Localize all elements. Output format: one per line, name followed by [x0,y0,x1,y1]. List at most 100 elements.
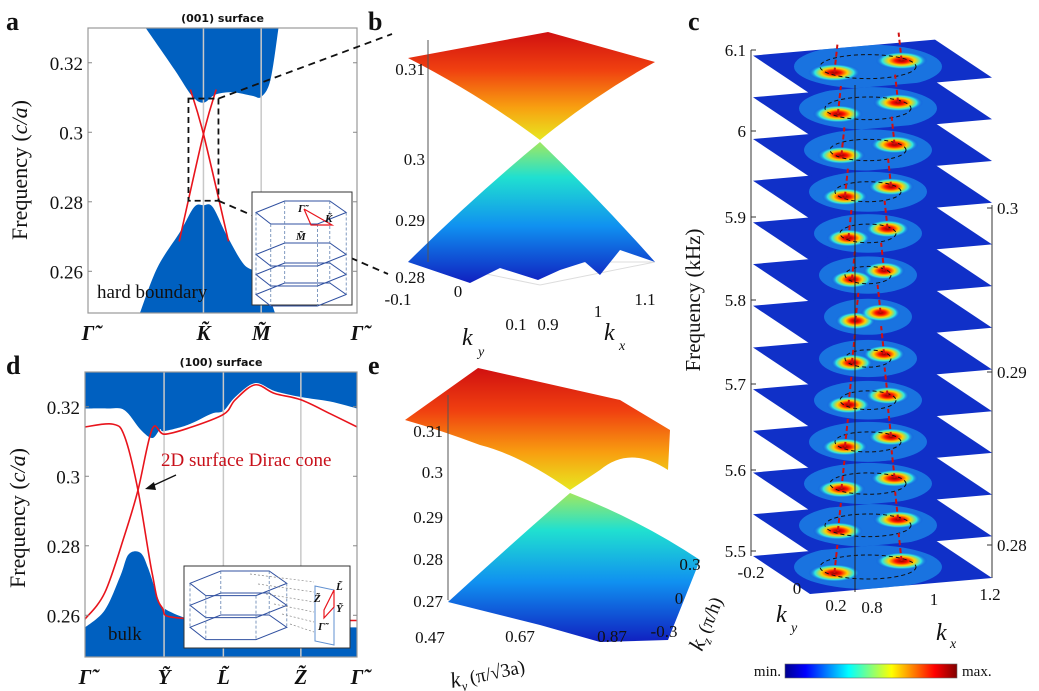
cone-trace [894,491,900,520]
field-map [799,503,937,547]
panel-a: 0.26 0.28 0.3 0.32 Γ̃ K̃ M̃ Γ̃ (001) surface Freq… [7,12,393,345]
y-tick-label: 0.26 [50,262,83,283]
dirac-cone-contour [839,390,897,411]
x-tick-label: K̃ [195,321,212,345]
frequency-slice [753,200,992,261]
cone-trace [847,376,853,405]
dirac-cone-contour [834,181,902,203]
dirac-cone-contour [844,349,892,368]
colorbar [784,663,958,679]
dirac-cone-contour [819,54,917,80]
panel-letter-c: c [688,7,700,36]
frequency-slice [753,74,992,136]
projection-line [281,613,315,623]
x-tick-label: Γ̃ [350,665,373,689]
field-map [819,339,917,378]
ky-label-sub: y [458,678,469,691]
field-map [814,214,922,253]
frequency-slice [753,158,992,219]
kz-tick-label: -0.3 [651,622,678,641]
projection-line [249,573,315,583]
inset-frame [183,565,351,649]
cone-trace [887,408,893,438]
cone-trace [854,292,860,321]
left-tick-label: 5.9 [725,208,746,227]
surface-state-band [178,89,217,242]
plot-frame [87,27,358,314]
x-tick-label: Z̃ [293,665,307,689]
reduced-zone-path [303,208,335,226]
ky-tick-label: -0.1 [385,290,412,309]
cone-trace [876,284,882,313]
kx-tick-label: 1 [594,302,603,321]
z-tick-label: 0.28 [395,268,425,287]
cone-trace [847,209,853,239]
cone-trace [850,251,856,280]
cone-trace [880,242,886,271]
x-tick-label: Γ̃ [81,321,104,345]
field-map [804,129,932,171]
y-label-unit: c/a [7,107,32,134]
dirac-cone-contour [824,513,912,538]
field-map [814,380,922,420]
y-label-prefix: Frequency ( [5,482,30,588]
kx-tick-label: 1.2 [979,585,1000,604]
dirac-cone-contour [839,223,897,244]
kz-label-unit: (π/h) [694,594,727,636]
kz-tick-label: 0 [675,589,684,608]
kz-axis-label: kz(π/h) [683,593,730,655]
kx-axis-label: k [936,620,947,646]
inset-label-l: L̃ [335,580,343,593]
left-tick-label: 6.1 [725,41,746,60]
ky-axis-label: k [776,602,787,628]
y-axis-label: Frequency (c/a) [5,448,30,588]
field-map [794,545,942,589]
projected-zone [314,585,335,646]
projection-line [289,623,315,633]
field-map [809,171,927,212]
y-label-suffix: ) [5,448,30,455]
bulk-band-upper [145,28,279,103]
reduced-zone-path [323,589,335,620]
panel-letter-e: e [368,351,380,380]
left-tick-label: 6 [738,122,747,141]
cone-trace [836,502,842,532]
lower-cone-surface [448,493,700,642]
dirac-cone-contour [829,472,907,495]
dirac-cone-contour [844,265,892,285]
panel-e: 0.31 0.3 0.29 0.28 0.27 0.47 0.67 0.87 -0.3 0 0.3 k… [405,368,730,691]
cone-trace [890,116,896,145]
y-tick-label: 0.32 [50,54,83,75]
z-tick-label: 0.29 [395,211,425,230]
ky-axis-label: ky(π/√3a) [448,653,528,691]
ky-tick-label: 0.87 [597,627,627,646]
field-map [799,86,937,130]
y-axis-label: Frequency (c/a) [7,100,32,240]
cone-trace [833,544,839,574]
colorbar-min-label: min. [754,664,781,680]
field-map [824,298,912,335]
ky-tick-label: 0.67 [505,627,535,646]
right-tick-label: 0.29 [997,363,1027,382]
cone-trace [833,44,839,73]
cone-trace [840,127,846,156]
ky-tick-label: 0 [793,579,802,598]
ky-tick-label: 0.1 [505,315,526,334]
z-tick-label: 0.3 [422,463,443,482]
ky-tick-label: 0 [454,282,463,301]
field-map [794,44,942,89]
kx-axis-label-sub: x [618,339,626,354]
z-tick-label: 0.27 [413,592,443,611]
right-tick-label: 0.28 [997,536,1027,555]
panel-d: 0.26 0.28 0.3 0.32 Γ̃ Ỹ L̃ Z̃ Γ̃ (100) surface Fre… [5,356,372,689]
left-tick-label: 5.6 [725,461,746,480]
kx-tick-label: 1 [930,590,939,609]
frequency-slice [753,491,992,553]
z-tick-label: 0.3 [404,150,425,169]
projection-line [257,583,315,593]
annotation-hard-boundary: hard boundary [97,282,208,303]
field-map [809,421,927,462]
cone-trace [840,460,846,490]
